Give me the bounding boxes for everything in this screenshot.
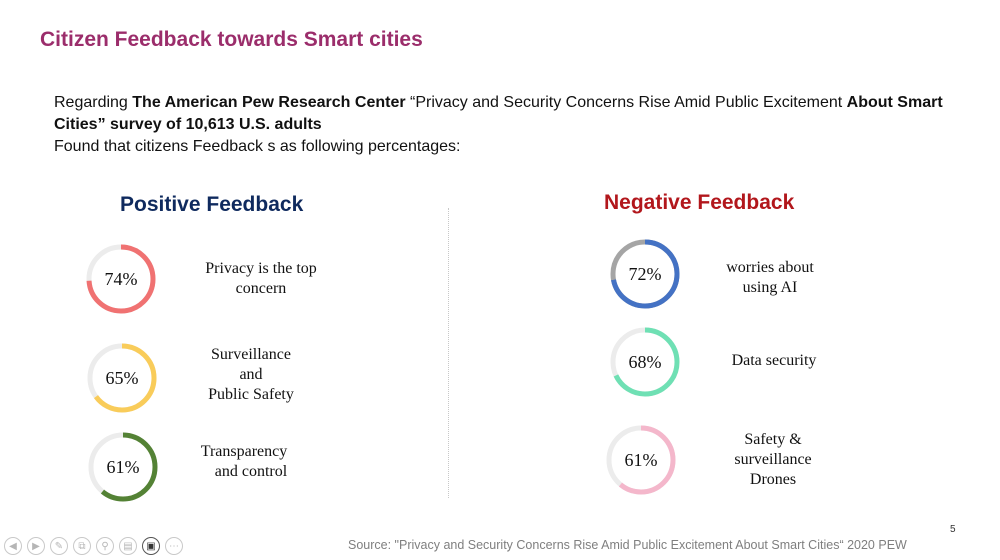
- ring-arc: [87, 343, 157, 413]
- ai-percent: 72%: [628, 264, 662, 284]
- label-line: Drones: [749, 471, 797, 488]
- label-line: Public Safety: [208, 386, 294, 403]
- source-citation: Source: "Privacy and Security Concerns R…: [348, 538, 907, 552]
- previous-icon[interactable]: ◀: [4, 537, 22, 555]
- camera-icon[interactable]: ▣: [142, 537, 160, 555]
- slide-title: Citizen Feedback towards Smart cities: [40, 28, 423, 51]
- ring-arc: [86, 244, 156, 314]
- data-security-percent: 68%: [628, 352, 662, 372]
- ring-arc: [88, 432, 158, 502]
- drones-label: Safety & surveillance Drones: [716, 430, 830, 490]
- surveillance-percent: 65%: [105, 368, 139, 388]
- privacy-ring-chart: 74%: [83, 241, 159, 317]
- data-security-label: Data security: [718, 351, 830, 371]
- intro-found: Found that citizens Feedback s as follow…: [54, 138, 461, 155]
- intro-survey-subject: About Smart Cities” survey of 10,613 U.S…: [54, 94, 943, 133]
- zoom-icon[interactable]: ⚲: [96, 537, 114, 555]
- transparency-percent: 61%: [106, 457, 140, 477]
- negative-feedback-heading: Negative Feedback: [604, 191, 795, 214]
- label-line: using AI: [742, 279, 798, 296]
- page-number: 5: [950, 524, 956, 535]
- ring-svg: [86, 244, 156, 314]
- more-icon[interactable]: ⋯: [165, 537, 183, 555]
- ring-arc: [610, 239, 680, 309]
- label-line: Data security: [731, 352, 817, 369]
- label-line: and: [239, 366, 263, 383]
- transparency-ring-chart: 61%: [85, 429, 161, 505]
- label-line: Transparency: [200, 443, 288, 460]
- ring-arc: [610, 327, 680, 397]
- ring-arc: [606, 425, 676, 495]
- intro-text: Regarding The American Pew Research Cent…: [54, 92, 944, 158]
- ai-ring-chart: 72%: [607, 236, 683, 312]
- copy-icon[interactable]: ⧉: [73, 537, 91, 555]
- ring-svg: [610, 327, 680, 397]
- intro-org: The American Pew Research Center: [132, 94, 406, 111]
- label-line: surveillance: [734, 451, 812, 468]
- drones-ring-chart: 61%: [603, 422, 679, 498]
- ring-svg: [88, 432, 158, 502]
- label-line: and control: [214, 463, 288, 480]
- slideshow-controls: ◀ ▶ ✎ ⧉ ⚲ ▤ ▣ ⋯: [4, 537, 183, 557]
- ring-svg: [606, 425, 676, 495]
- intro-regarding: Regarding: [54, 94, 133, 111]
- column-divider: [448, 208, 449, 498]
- surveillance-ring-chart: 65%: [84, 340, 160, 416]
- next-icon[interactable]: ▶: [27, 537, 45, 555]
- ring-svg: [87, 343, 157, 413]
- surveillance-label: Surveillance and Public Safety: [190, 345, 312, 405]
- privacy-percent: 74%: [104, 269, 138, 289]
- label-line: Privacy is the top: [205, 260, 317, 277]
- ring-svg: [610, 239, 680, 309]
- data-security-ring-chart: 68%: [607, 324, 683, 400]
- intro-survey-title: “Privacy and Security Concerns Rise Amid…: [405, 94, 847, 111]
- drones-percent: 61%: [624, 450, 658, 470]
- label-line: concern: [235, 280, 287, 297]
- pen-icon[interactable]: ✎: [50, 537, 68, 555]
- label-line: Surveillance: [211, 346, 291, 363]
- positive-feedback-heading: Positive Feedback: [120, 193, 304, 216]
- label-line: Safety &: [744, 431, 802, 448]
- subtitles-icon[interactable]: ▤: [119, 537, 137, 555]
- label-line: worries about: [726, 259, 814, 276]
- privacy-label: Privacy is the top concern: [190, 259, 332, 299]
- transparency-label: Transparency and control: [186, 442, 302, 482]
- ai-label: worries about using AI: [712, 258, 828, 298]
